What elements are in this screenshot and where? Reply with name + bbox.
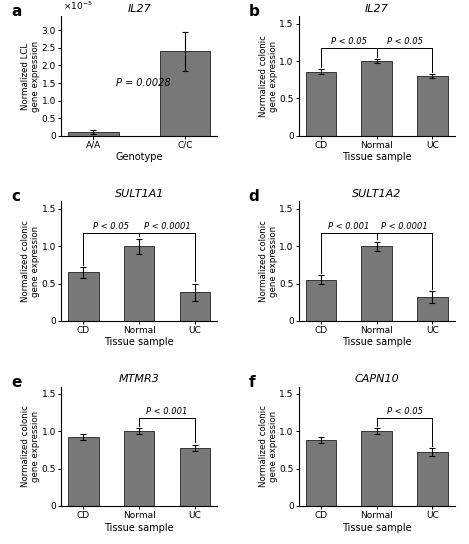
- Text: a: a: [11, 4, 21, 20]
- Title: MTMR3: MTMR3: [119, 374, 159, 385]
- X-axis label: Genotype: Genotype: [115, 152, 163, 162]
- Text: P < 0.0001: P < 0.0001: [144, 222, 190, 231]
- Bar: [124, 246, 154, 321]
- X-axis label: Tissue sample: Tissue sample: [104, 337, 174, 348]
- Text: P < 0.0001: P < 0.0001: [381, 222, 428, 231]
- Y-axis label: Normalized colonic
gene expression: Normalized colonic gene expression: [258, 220, 278, 302]
- X-axis label: Tissue sample: Tissue sample: [342, 152, 412, 162]
- Text: f: f: [249, 375, 255, 390]
- Bar: [180, 293, 210, 321]
- Bar: [68, 273, 99, 321]
- X-axis label: Tissue sample: Tissue sample: [342, 523, 412, 533]
- Title: SULT1A1: SULT1A1: [114, 189, 164, 199]
- X-axis label: Tissue sample: Tissue sample: [342, 337, 412, 348]
- X-axis label: Tissue sample: Tissue sample: [104, 523, 174, 533]
- Bar: [362, 431, 392, 506]
- Text: P < 0.05: P < 0.05: [386, 407, 423, 416]
- Bar: [68, 132, 119, 136]
- Title: IL27: IL27: [365, 4, 389, 14]
- Bar: [68, 437, 99, 506]
- Bar: [306, 280, 336, 321]
- Text: P < 0.05: P < 0.05: [386, 37, 423, 46]
- Text: d: d: [249, 189, 259, 205]
- Bar: [306, 72, 336, 136]
- Bar: [417, 76, 448, 136]
- Text: e: e: [11, 375, 21, 390]
- Y-axis label: Normalized colonic
gene expression: Normalized colonic gene expression: [21, 405, 40, 487]
- Y-axis label: Normalized colonic
gene expression: Normalized colonic gene expression: [258, 405, 278, 487]
- Title: CAPN10: CAPN10: [355, 374, 399, 385]
- Y-axis label: Normalized LCL
gene expression: Normalized LCL gene expression: [21, 40, 40, 112]
- Bar: [417, 452, 448, 506]
- Bar: [160, 52, 210, 136]
- Title: SULT1A2: SULT1A2: [352, 189, 401, 199]
- Text: P < 0.001: P < 0.001: [328, 222, 370, 231]
- Title: IL27: IL27: [127, 4, 151, 14]
- Bar: [124, 431, 154, 506]
- Bar: [362, 246, 392, 321]
- Bar: [362, 61, 392, 136]
- Bar: [417, 297, 448, 321]
- Text: c: c: [11, 189, 20, 205]
- Y-axis label: Normalized colonic
gene expression: Normalized colonic gene expression: [258, 35, 278, 117]
- Text: P < 0.05: P < 0.05: [331, 37, 367, 46]
- Text: b: b: [249, 4, 259, 20]
- Bar: [180, 448, 210, 506]
- Text: P < 0.05: P < 0.05: [93, 222, 129, 231]
- Text: $\times10^{-5}$: $\times10^{-5}$: [62, 0, 92, 11]
- Y-axis label: Normalized colonic
gene expression: Normalized colonic gene expression: [21, 220, 40, 302]
- Text: P = 0.0028: P = 0.0028: [116, 78, 171, 88]
- Bar: [306, 440, 336, 506]
- Text: P < 0.001: P < 0.001: [146, 407, 188, 416]
